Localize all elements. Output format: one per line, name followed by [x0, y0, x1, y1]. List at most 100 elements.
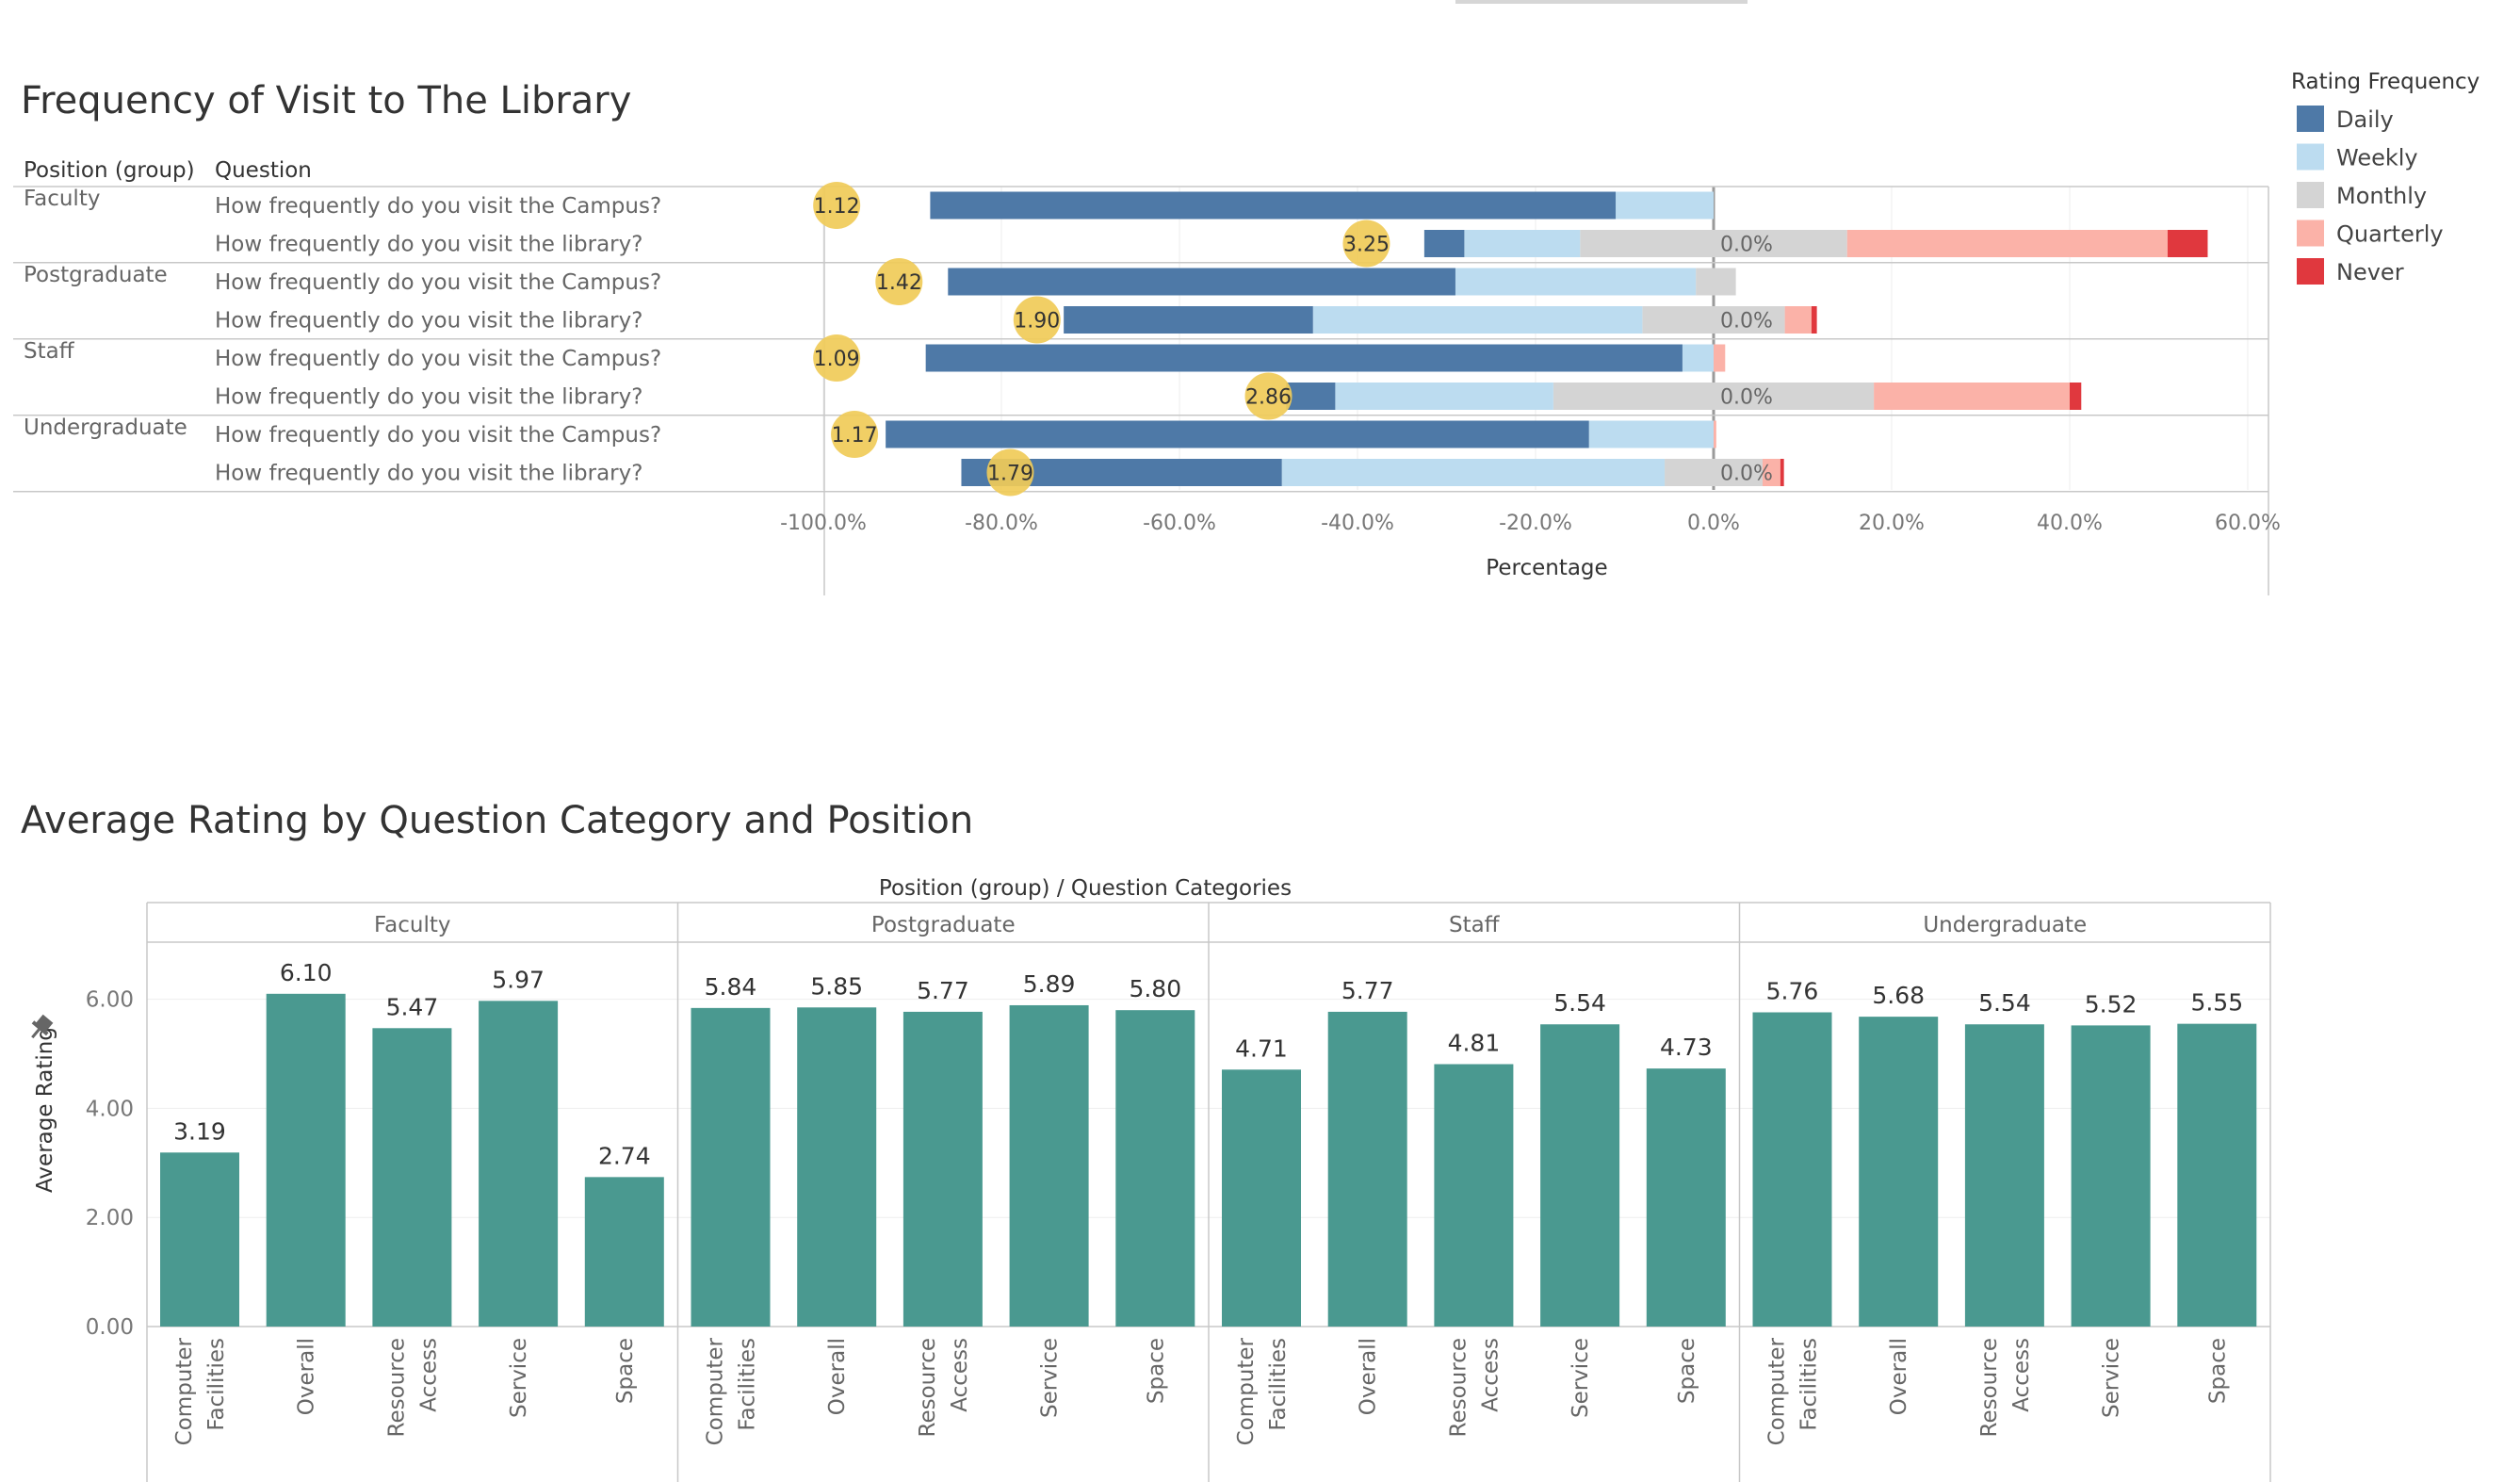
chart1-title: Frequency of Visit to The Library	[21, 79, 631, 122]
x-tick-label: -100.0%	[780, 512, 867, 535]
rating-bar[interactable]	[1540, 1024, 1620, 1327]
question-label: How frequently do you visit the library?	[215, 462, 642, 486]
rating-bar[interactable]	[2177, 1023, 2257, 1327]
average-rating-marker[interactable]	[1013, 296, 1061, 344]
rating-bar[interactable]	[479, 1001, 559, 1327]
rating-value-label: 5.77	[1341, 977, 1394, 1004]
bar-segment-weekly[interactable]	[1464, 230, 1581, 257]
bar-segment-daily[interactable]	[1064, 306, 1313, 334]
bar-segment-quarterly[interactable]	[1714, 420, 1716, 448]
x-tick-label: -40.0%	[1321, 512, 1394, 535]
average-rating-marker[interactable]	[831, 411, 879, 458]
rating-bar[interactable]	[372, 1028, 452, 1327]
rating-value-label: 5.47	[386, 993, 439, 1020]
bar-segment-monthly[interactable]	[1642, 306, 1714, 334]
rating-value-label: 5.84	[705, 973, 757, 1001]
bar-segment-monthly[interactable]	[1580, 230, 1714, 257]
rating-bar[interactable]	[1009, 1004, 1089, 1327]
bar-segment-monthly[interactable]	[1665, 459, 1714, 486]
category-label: Facilities	[204, 1338, 229, 1431]
rating-bar[interactable]	[1222, 1069, 1301, 1327]
rating-bar[interactable]	[1327, 1011, 1407, 1327]
average-rating-marker[interactable]	[1244, 372, 1293, 420]
category-label: Service	[1038, 1338, 1063, 1418]
rating-bar[interactable]	[266, 993, 346, 1327]
bar-segment-never[interactable]	[2070, 383, 2082, 410]
bar-segment-daily[interactable]	[886, 420, 1589, 448]
bar-segment-never[interactable]	[1780, 459, 1784, 486]
scroll-indicator[interactable]	[1455, 0, 1748, 4]
bar-segment-quarterly[interactable]	[1846, 230, 2168, 257]
rating-bar[interactable]	[160, 1152, 239, 1327]
x-tick-label: -80.0%	[965, 512, 1038, 535]
legend-swatch-quarterly[interactable]	[2297, 220, 2324, 247]
bar-segment-weekly[interactable]	[1616, 191, 1714, 220]
bar-segment-monthly[interactable]	[1696, 268, 1714, 296]
bar-segment-weekly[interactable]	[1588, 420, 1714, 448]
average-rating-marker[interactable]	[986, 448, 1034, 497]
legend-label-weekly: Weekly	[2336, 145, 2418, 171]
question-label: How frequently do you visit the library?	[215, 309, 642, 334]
category-label: Computer	[172, 1337, 197, 1445]
bar-segment-daily[interactable]	[1423, 230, 1465, 257]
rating-bar[interactable]	[902, 1011, 983, 1327]
rating-bar[interactable]	[584, 1177, 664, 1327]
bar-segment-daily[interactable]	[925, 344, 1683, 372]
rating-bar[interactable]	[1646, 1068, 1726, 1327]
bar-segment-quarterly[interactable]	[1874, 383, 2070, 410]
average-rating-marker[interactable]	[1342, 220, 1390, 268]
rating-value-label: 5.77	[917, 977, 969, 1004]
bar-segment-monthly[interactable]	[1714, 383, 1875, 410]
pin-icon[interactable]	[25, 1013, 56, 1044]
panel-label-postgraduate: Postgraduate	[871, 913, 1016, 937]
bar-segment-never[interactable]	[1811, 306, 1817, 334]
group-label: Postgraduate	[24, 263, 168, 287]
rating-bar[interactable]	[1434, 1064, 1514, 1327]
x-tick-label: -20.0%	[1499, 512, 1572, 535]
bar-segment-weekly[interactable]	[1335, 383, 1553, 410]
bar-segment-weekly[interactable]	[1682, 344, 1714, 372]
average-rating-label: 2.86	[1245, 386, 1292, 410]
bar-segment-monthly[interactable]	[1714, 230, 1847, 257]
rating-bar[interactable]	[1115, 1010, 1195, 1327]
bar-segment-quarterly[interactable]	[1784, 306, 1812, 334]
rating-bar[interactable]	[1964, 1024, 2044, 1327]
legend-label-daily: Daily	[2336, 106, 2394, 133]
bar-segment-quarterly[interactable]	[1714, 344, 1726, 372]
row-header-question: Question	[215, 158, 312, 183]
bar-segment-weekly[interactable]	[1455, 268, 1697, 296]
average-rating-marker[interactable]	[813, 334, 861, 382]
bar-segment-weekly[interactable]	[1281, 459, 1666, 486]
bar-segment-weekly[interactable]	[1312, 306, 1643, 334]
rating-bar[interactable]	[691, 1007, 771, 1327]
rating-bar[interactable]	[797, 1007, 877, 1327]
bar-segment-monthly[interactable]	[1553, 383, 1714, 410]
average-rating-marker[interactable]	[813, 182, 861, 229]
group-label: Staff	[24, 339, 75, 364]
rating-bar[interactable]	[2071, 1025, 2151, 1327]
average-rating-marker[interactable]	[875, 258, 923, 305]
category-label: Resource	[1446, 1338, 1471, 1437]
bar-segment-monthly[interactable]	[1714, 306, 1785, 334]
x-tick-label: 20.0%	[1859, 512, 1925, 535]
bar-segment-daily[interactable]	[930, 191, 1617, 220]
legend-swatch-never[interactable]	[2297, 258, 2324, 285]
bar-segment-monthly[interactable]	[1714, 459, 1763, 486]
category-label: Overall	[1357, 1338, 1381, 1415]
category-label: Facilities	[1266, 1338, 1291, 1431]
rating-value-label: 5.80	[1129, 975, 1181, 1002]
bar-segment-quarterly[interactable]	[1762, 459, 1780, 486]
panel-label-undergraduate: Undergraduate	[1923, 913, 2087, 937]
bar-segment-daily[interactable]	[1286, 383, 1336, 410]
group-label: Undergraduate	[24, 415, 187, 440]
rating-bar[interactable]	[1752, 1012, 1832, 1327]
rating-value-label: 6.10	[280, 959, 333, 986]
legend-swatch-monthly[interactable]	[2297, 182, 2324, 208]
bar-segment-daily[interactable]	[948, 268, 1455, 296]
legend-swatch-daily[interactable]	[2297, 106, 2324, 132]
rating-bar[interactable]	[1859, 1017, 1939, 1327]
bar-segment-never[interactable]	[2167, 230, 2208, 257]
legend-swatch-weekly[interactable]	[2297, 143, 2324, 171]
bar-segment-monthly[interactable]	[1714, 268, 1736, 296]
